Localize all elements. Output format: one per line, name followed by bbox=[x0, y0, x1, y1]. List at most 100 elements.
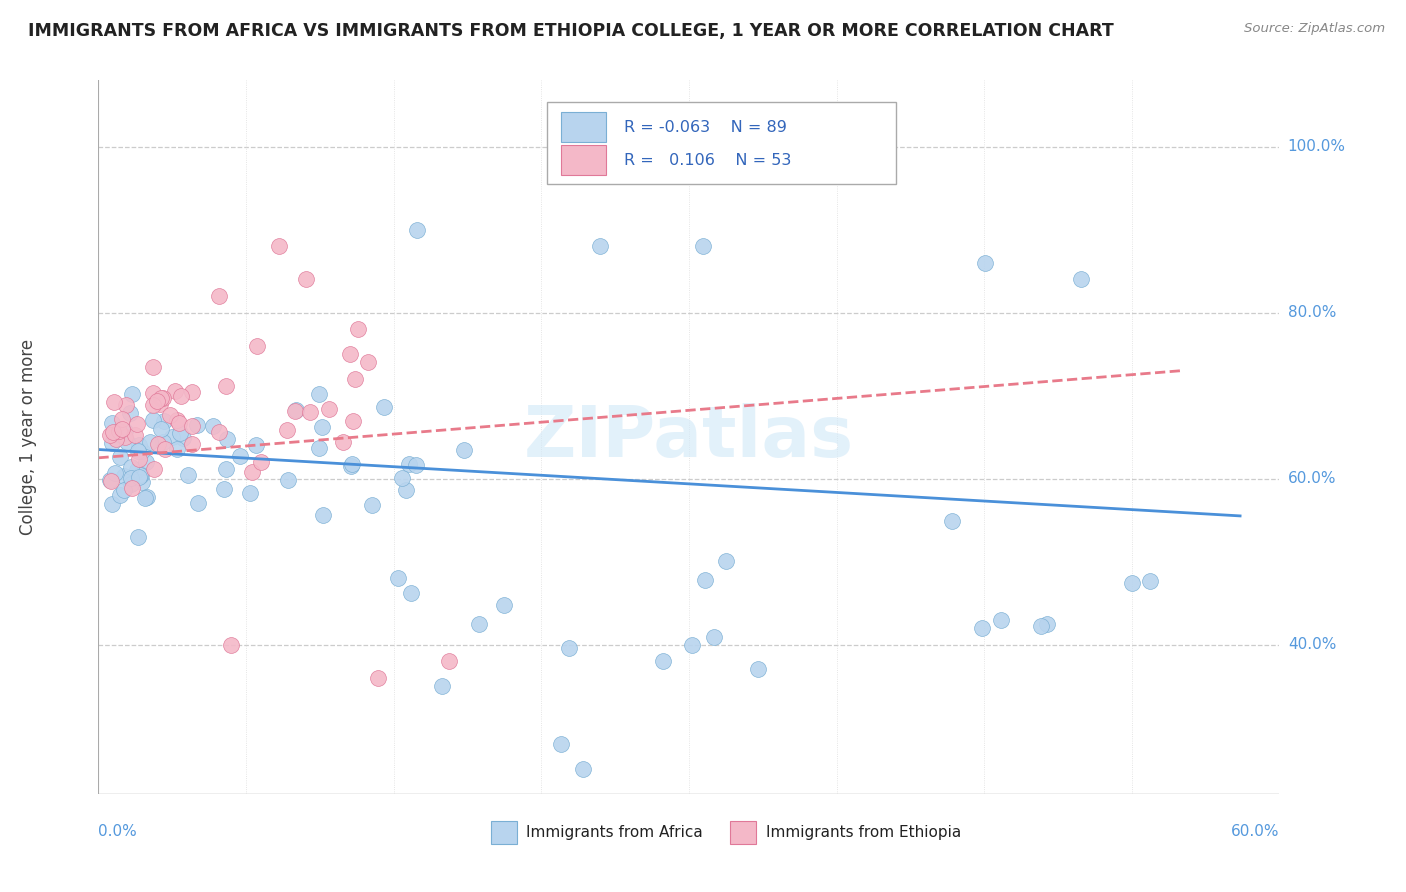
Point bbox=[149, 396, 172, 410]
Point bbox=[405, 222, 427, 236]
Point bbox=[340, 458, 363, 473]
Point bbox=[152, 434, 174, 449]
Point bbox=[120, 459, 142, 474]
Point bbox=[112, 483, 135, 498]
Point bbox=[181, 436, 204, 450]
Point bbox=[970, 621, 993, 635]
Point bbox=[112, 469, 135, 483]
Point bbox=[129, 468, 152, 483]
Point bbox=[142, 412, 165, 426]
Point bbox=[142, 398, 165, 412]
Point bbox=[430, 679, 453, 693]
Point bbox=[1121, 576, 1143, 591]
Point bbox=[121, 481, 143, 495]
Point bbox=[160, 430, 183, 444]
Point bbox=[308, 441, 330, 455]
Point bbox=[180, 385, 202, 400]
Point bbox=[468, 616, 491, 631]
Point bbox=[714, 554, 737, 568]
Point bbox=[136, 490, 159, 504]
Point bbox=[149, 391, 172, 405]
Point bbox=[215, 462, 238, 476]
Point bbox=[121, 387, 143, 401]
FancyBboxPatch shape bbox=[547, 102, 896, 184]
Point bbox=[114, 425, 136, 439]
Point bbox=[149, 422, 172, 436]
Point bbox=[215, 432, 238, 446]
Point bbox=[308, 387, 330, 401]
Text: 40.0%: 40.0% bbox=[1288, 637, 1336, 652]
Point bbox=[105, 433, 128, 447]
Point bbox=[285, 403, 308, 417]
Point bbox=[127, 443, 149, 458]
Point bbox=[1035, 617, 1057, 632]
Point bbox=[180, 419, 202, 434]
Text: 0.0%: 0.0% bbox=[98, 824, 138, 839]
Point bbox=[215, 378, 238, 392]
Text: 100.0%: 100.0% bbox=[1288, 139, 1346, 154]
Text: 80.0%: 80.0% bbox=[1288, 305, 1336, 320]
Bar bbox=[730, 821, 756, 844]
Point bbox=[142, 359, 165, 374]
Point bbox=[391, 471, 413, 485]
Point bbox=[101, 416, 124, 430]
Point bbox=[692, 239, 714, 253]
Point bbox=[229, 449, 252, 463]
Point bbox=[208, 425, 231, 440]
Point bbox=[142, 386, 165, 401]
Point bbox=[339, 347, 361, 361]
Point bbox=[246, 339, 269, 353]
Point bbox=[146, 393, 169, 408]
Point bbox=[267, 239, 290, 253]
Point bbox=[98, 473, 121, 487]
Point bbox=[120, 476, 142, 491]
Point bbox=[114, 430, 136, 444]
Point bbox=[128, 438, 150, 452]
Point bbox=[128, 452, 150, 467]
Point bbox=[134, 491, 156, 506]
Point bbox=[127, 530, 149, 544]
Point bbox=[973, 256, 995, 270]
Point bbox=[941, 514, 963, 528]
Point bbox=[357, 355, 380, 369]
Point bbox=[100, 474, 122, 488]
Point bbox=[201, 419, 224, 434]
Point bbox=[207, 289, 229, 303]
Point bbox=[990, 613, 1012, 627]
Point bbox=[651, 654, 673, 668]
Point bbox=[1029, 619, 1052, 633]
Text: ZIPatlas: ZIPatlas bbox=[524, 402, 853, 472]
Point bbox=[312, 508, 335, 523]
Text: Source: ZipAtlas.com: Source: ZipAtlas.com bbox=[1244, 22, 1385, 36]
Point bbox=[107, 424, 129, 438]
Point bbox=[165, 384, 187, 398]
Point bbox=[131, 475, 153, 490]
Point bbox=[245, 438, 267, 452]
Point bbox=[128, 469, 150, 483]
Point bbox=[558, 640, 581, 655]
Bar bbox=[561, 112, 606, 143]
Point bbox=[277, 474, 299, 488]
Point bbox=[169, 425, 191, 440]
Bar bbox=[491, 821, 516, 844]
Point bbox=[108, 450, 131, 464]
Point bbox=[571, 762, 593, 776]
Point bbox=[159, 408, 181, 422]
Point bbox=[1070, 272, 1092, 286]
Point bbox=[131, 444, 153, 458]
Point bbox=[437, 654, 460, 668]
Point bbox=[152, 392, 174, 406]
Point bbox=[239, 486, 262, 500]
Point bbox=[135, 455, 157, 469]
Point bbox=[101, 435, 124, 450]
Point bbox=[343, 372, 366, 386]
Point bbox=[588, 239, 610, 253]
Point bbox=[172, 431, 194, 445]
Point bbox=[747, 662, 769, 676]
Point bbox=[299, 405, 322, 419]
Point bbox=[101, 425, 124, 439]
Point bbox=[120, 471, 142, 485]
Point bbox=[387, 571, 409, 585]
Point bbox=[1139, 574, 1161, 589]
Text: Immigrants from Ethiopia: Immigrants from Ethiopia bbox=[766, 825, 960, 840]
